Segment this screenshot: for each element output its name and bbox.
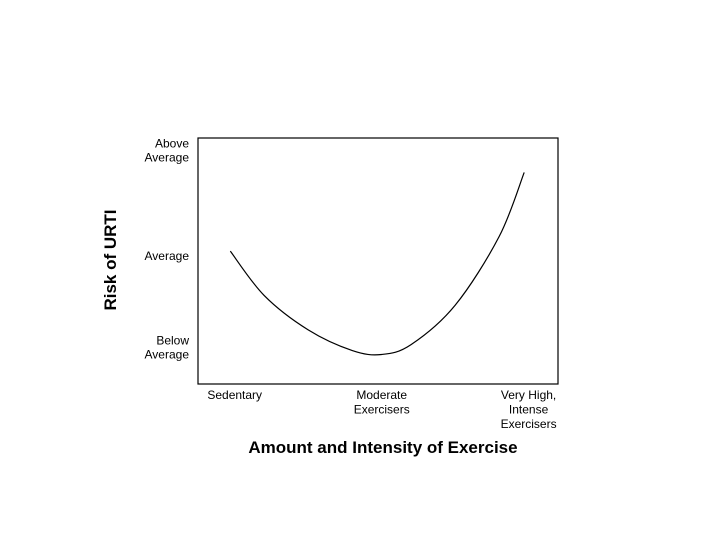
y-tick-label: Above Average [145, 137, 190, 165]
x-axis-label: Amount and Intensity of Exercise [248, 438, 517, 457]
x-tick-label-line: Exercisers [354, 403, 410, 417]
x-tick-label-line: Intense [509, 403, 549, 417]
y-axis-label: Risk of URTI [101, 209, 120, 310]
y-tick-label-line: Above [155, 137, 189, 151]
y-tick-label: Below Average [145, 334, 190, 362]
x-tick-label-line: Very High, [501, 388, 556, 402]
x-tick-label-line: Sedentary [207, 388, 262, 402]
plot-frame [197, 137, 559, 385]
x-tick-label-line: Moderate [356, 388, 407, 402]
y-tick-label-line: Average [145, 249, 190, 263]
curve-layer [229, 172, 525, 356]
y-tick-label-line: Average [145, 348, 190, 362]
x-tick-label: Very High, Intense Exercisers [501, 388, 557, 431]
x-tick-label-line: Exercisers [501, 417, 557, 431]
x-tick-label: Sedentary [207, 388, 262, 402]
x-tick-label: Moderate Exercisers [354, 388, 410, 417]
risk-curve-line [229, 172, 525, 356]
y-tick-label-line: Average [145, 151, 190, 165]
y-tick-label-line: Below [156, 334, 189, 348]
y-tick-label: Average [145, 249, 190, 263]
